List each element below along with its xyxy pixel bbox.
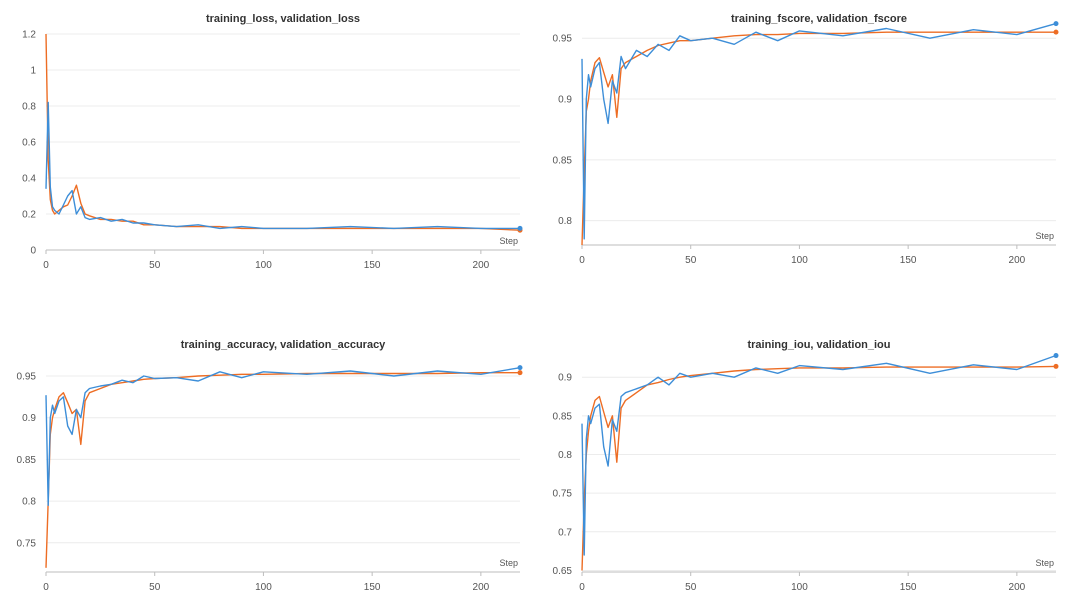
chart-title: training_loss, validation_loss [206, 13, 360, 25]
y-tick-label: 0.95 [553, 34, 573, 45]
chart-panel-fscore: training_fscore, validation_fscore 0.8 0.8… [534, 0, 1064, 280]
y-tick-label: 0.8 [558, 450, 572, 461]
chart-svg: training_loss, validation_loss 0 0.2 0.4 0.6… [22, 13, 523, 271]
series-line-training [581, 365, 1057, 571]
x-tick-label: 0 [43, 582, 49, 593]
chart-svg: training_fscore, validation_fscore 0.8 0.8… [553, 13, 1059, 266]
series-line-validation [581, 354, 1057, 556]
y-tick-label: 0.85 [553, 155, 573, 166]
x-axis-label: Step [1035, 231, 1054, 241]
chart-title: training_iou, validation_iou [747, 339, 890, 351]
y-tick-label: 0.85 [17, 455, 37, 466]
y-tick-label: 0.9 [558, 373, 572, 384]
x-tick-label: 200 [1009, 255, 1026, 266]
chart-panel-accuracy: training_accuracy, validation_accuracy 0.… [0, 330, 530, 594]
y-tick-label: 0 [30, 246, 36, 257]
y-tick-label: 0.95 [17, 372, 37, 383]
chart-title: training_fscore, validation_fscore [731, 13, 907, 25]
x-tick-label: 150 [900, 255, 917, 266]
x-axis-label: Step [1035, 558, 1054, 568]
y-tick-label: 0.9 [558, 95, 572, 106]
x-tick-label: 50 [149, 260, 161, 271]
y-tick-label: 0.7 [558, 527, 572, 538]
y-tick-label: 0.85 [553, 411, 573, 422]
series-end-point-validation [517, 225, 523, 231]
x-tick-label: 100 [791, 582, 808, 593]
x-tick-label: 150 [900, 582, 917, 593]
series-line-validation [581, 22, 1057, 240]
series-end-point-validation [517, 365, 523, 371]
series-end-point-validation [1053, 21, 1059, 27]
chart-panel-loss: training_loss, validation_loss 0 0.2 0.4 0.6… [0, 0, 530, 280]
y-tick-label: 1.2 [22, 30, 36, 41]
x-tick-label: 50 [685, 255, 697, 266]
series-end-point-training [1053, 363, 1059, 369]
series-end-point-training [517, 370, 523, 376]
x-tick-label: 150 [364, 582, 381, 593]
x-tick-label: 200 [1009, 582, 1026, 593]
y-tick-label: 0.75 [553, 489, 573, 500]
x-axis-label: Step [499, 236, 518, 246]
x-tick-label: 200 [473, 582, 490, 593]
series-line-training [45, 33, 521, 231]
y-tick-label: 0.4 [22, 174, 36, 185]
chart-panel-iou: training_iou, validation_iou 0.65 0.7 0.75 0… [534, 330, 1064, 594]
chart-svg: training_accuracy, validation_accuracy 0.… [17, 339, 523, 593]
y-tick-label: 0.6 [22, 138, 36, 149]
x-tick-label: 0 [43, 260, 49, 271]
series-line-training [45, 372, 520, 568]
chart-svg: training_iou, validation_iou 0.65 0.7 0.75 0… [553, 339, 1059, 593]
series-end-point-training [1053, 29, 1059, 35]
x-axis-label: Step [499, 558, 518, 568]
y-tick-label: 1 [30, 66, 36, 77]
y-tick-label: 0.75 [17, 538, 37, 549]
x-tick-label: 200 [473, 260, 490, 271]
series-line-validation [45, 101, 520, 230]
x-tick-label: 50 [685, 582, 697, 593]
chart-title: training_accuracy, validation_accuracy [181, 339, 386, 351]
series-line-training [581, 31, 1056, 246]
y-tick-label: 0.8 [22, 497, 36, 508]
x-tick-label: 0 [579, 582, 585, 593]
y-tick-label: 0.65 [553, 566, 573, 577]
x-tick-label: 0 [579, 255, 585, 266]
y-tick-label: 0.2 [22, 210, 36, 221]
x-tick-label: 150 [364, 260, 381, 271]
series-line-validation [45, 367, 521, 507]
series-end-point-validation [1053, 353, 1059, 359]
x-tick-label: 100 [255, 582, 272, 593]
y-tick-label: 0.8 [22, 102, 36, 113]
y-tick-label: 0.9 [22, 413, 36, 424]
y-tick-label: 0.8 [558, 216, 572, 227]
x-tick-label: 100 [255, 260, 272, 271]
x-tick-label: 50 [149, 582, 161, 593]
x-tick-label: 100 [791, 255, 808, 266]
